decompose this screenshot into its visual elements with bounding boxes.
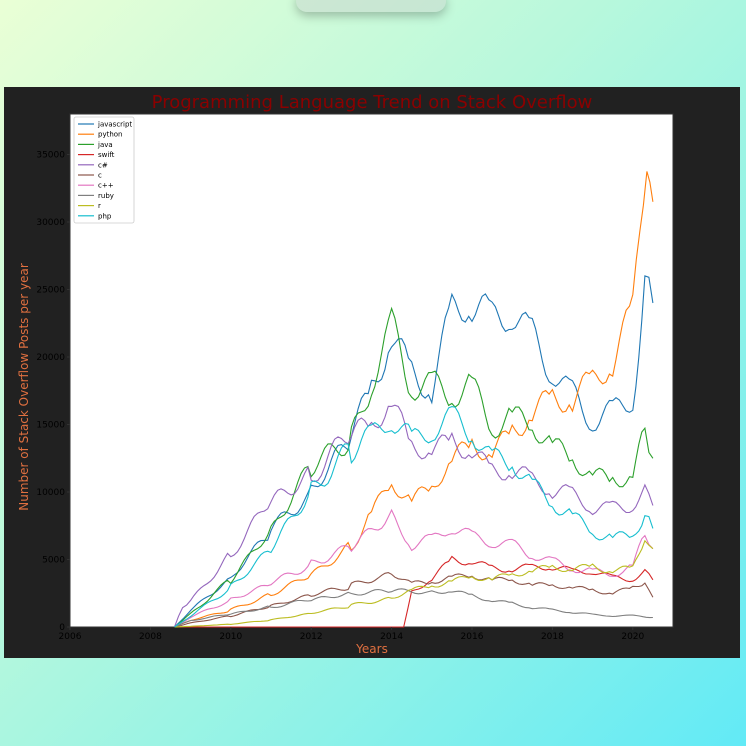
y-tick-label: 30000 [36, 218, 65, 228]
x-tick-label: 2010 [219, 632, 242, 642]
legend-entry: ruby [98, 192, 114, 200]
series-line-ruby [174, 588, 653, 628]
legend-entry: c++ [98, 182, 114, 190]
series-line-javascript [174, 275, 654, 628]
y-tick-label: 15000 [36, 421, 65, 431]
y-tick-label: 20000 [36, 353, 65, 363]
series-line-java [174, 306, 654, 628]
y-tick-label: 25000 [36, 286, 65, 296]
y-tick-label: 35000 [36, 151, 65, 161]
chart-title: Programming Language Trend on Stack Over… [152, 92, 593, 113]
series-line-swift [174, 555, 654, 628]
x-tick-label: 2014 [380, 632, 403, 642]
x-tick-label: 2016 [461, 632, 484, 642]
line-chart: Programming Language Trend on Stack Over… [17, 92, 674, 656]
y-tick-label: 5000 [42, 556, 65, 566]
y-axis: 0 5000 10000 15000 20000 25000 30000 35000 [36, 151, 70, 633]
legend-entry: java [97, 141, 113, 149]
x-axis-label: Years [355, 642, 388, 656]
series-line-c [174, 508, 654, 628]
legend-entry: python [98, 131, 123, 139]
legend-box [73, 116, 135, 224]
x-tick-label: 2008 [139, 632, 162, 642]
x-tick-label: 2012 [300, 632, 323, 642]
x-tick-label: 2020 [621, 632, 644, 642]
legend-entry: swift [98, 151, 115, 159]
legend-entry: r [98, 202, 101, 210]
plot-area [69, 113, 674, 628]
legend-entry: javascript [97, 121, 132, 129]
series-line-php [174, 406, 654, 628]
y-tick-label: 10000 [36, 488, 65, 498]
series-layer [173, 171, 654, 628]
legend-entry: c [98, 172, 102, 180]
series-line-c [173, 404, 654, 628]
x-tick-label: 2006 [59, 632, 82, 642]
series-line-r [174, 539, 654, 628]
legend: javascript python java swift c# c c++ ruby r php [73, 116, 135, 224]
x-axis: 2006 2008 2010 2012 2014 2016 2018 2020 [59, 627, 645, 642]
y-axis-label: Number of Stack Overflow Posts per year [17, 263, 31, 511]
series-line-c [174, 572, 654, 628]
legend-entry: php [98, 212, 112, 220]
series-line-python [174, 171, 654, 628]
window-tab-shadow [296, 0, 446, 12]
x-tick-label: 2018 [541, 632, 564, 642]
legend-entry: c# [98, 161, 108, 169]
chart-figure: Programming Language Trend on Stack Over… [4, 87, 740, 658]
y-tick-label: 0 [59, 623, 65, 633]
